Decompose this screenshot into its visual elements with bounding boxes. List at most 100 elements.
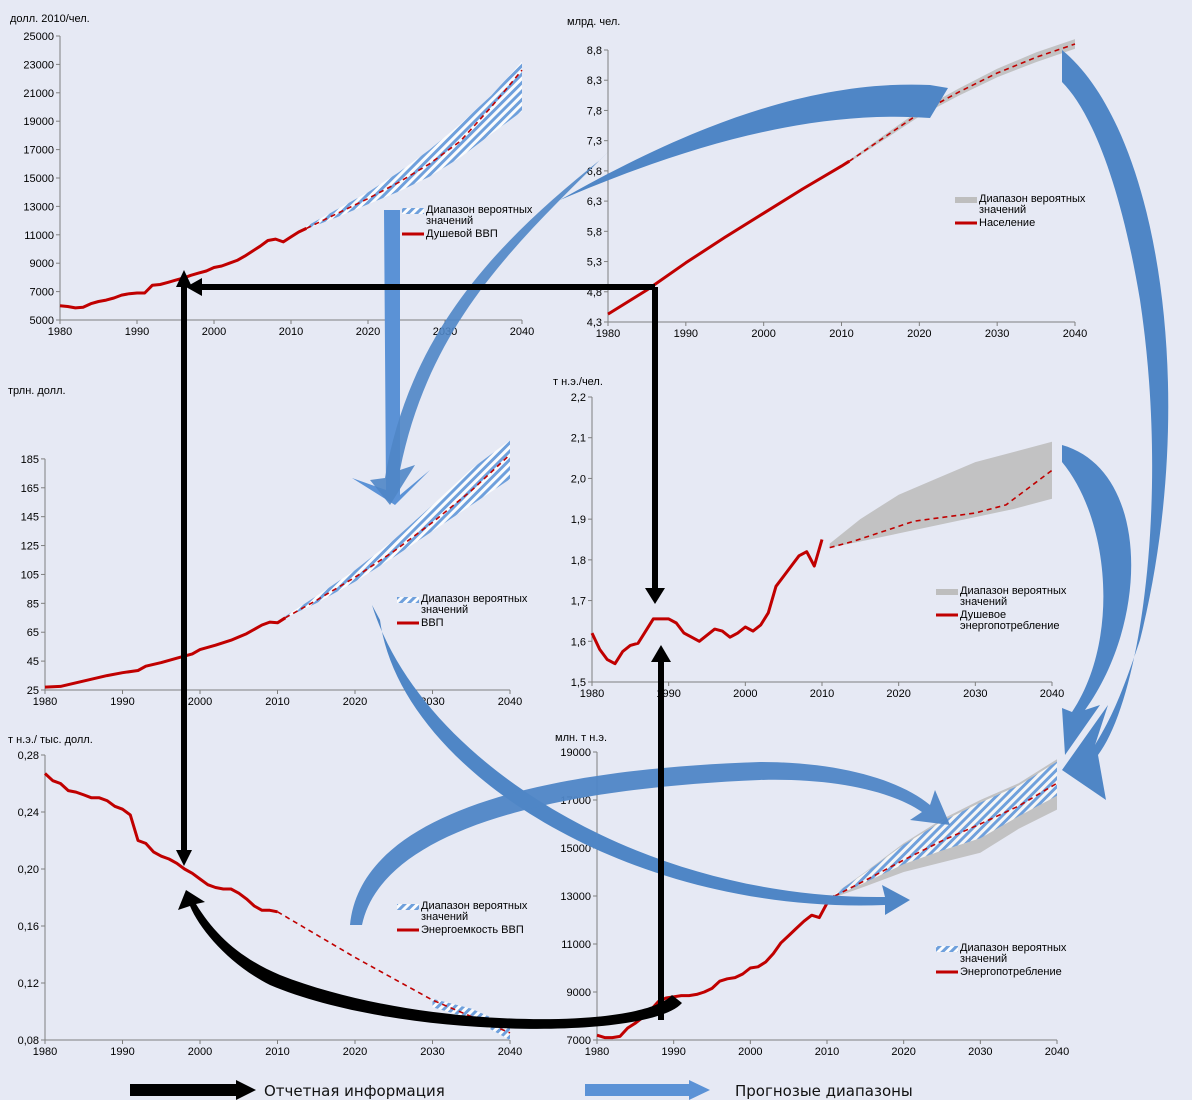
gdp-legend-range-label: Диапазон вероятных [421,593,528,605]
energy-intensity-x-tick-label: 2040 [498,1046,522,1058]
gdp-per-capita-x-tick-label: 2040 [510,326,534,338]
energy-per-capita-unit-label: т н.э./чел. [553,376,603,388]
population-x-tick-label: 2040 [1063,328,1087,340]
forecast-arrow-population-to-gdppc [560,84,948,200]
reported-legend-arrow-shaft [130,1084,238,1096]
bottom-legend: Отчетная информация Прогнозые диапазоны [130,1080,913,1100]
reported-legend-arrow-head [236,1080,256,1100]
population-x-tick-label: 1990 [674,328,698,340]
energy-consumption-y-tick-label: 19000 [560,747,591,759]
energy-intensity-x-tick-label: 2010 [265,1046,289,1058]
gdp-per-capita-legend-range-swatch [402,208,424,214]
forecast-arrow-population-to-gdp [370,150,610,505]
gdp-unit-label: трлн. долл. [8,385,66,397]
gdp-y-tick-label: 145 [21,512,39,524]
forecast-legend-arrow-head [689,1080,710,1100]
energy-intensity-x-tick-label: 2000 [188,1046,212,1058]
population-unit-label: млрд. чел. [567,16,620,28]
energy-per-capita-y-tick-label: 1,9 [571,514,586,526]
energy-intensity-legend: Диапазон вероятныхзначенийЭнергоемкость … [397,900,528,936]
chart-gdp: трлн. долл. 25 45 65 85 105 125 145 165 185 1980 19… [8,385,528,708]
gdp-per-capita-x-tick-label: 1990 [125,326,149,338]
energy-consumption-range-band-hatch [834,761,1057,897]
energy-per-capita-x-tick-label: 2010 [810,688,834,700]
gdp-per-capita-y-tick-label: 9000 [30,258,54,270]
energy-consumption-legend: Диапазон вероятныхзначенийЭнергопотребле… [936,942,1067,978]
population-legend-range-label: Диапазон вероятных [979,193,1086,205]
population-x-tick-label: 1980 [596,328,620,340]
energy-per-capita-y-tick-label: 1,8 [571,555,586,567]
energy-consumption-unit-label: млн. т н.э. [555,732,607,744]
energy-intensity-y-tick-label: 0,08 [18,1035,39,1047]
energy-per-capita-x-tick-label: 2040 [1040,688,1064,700]
reported-legend-label: Отчетная информация [264,1082,445,1100]
chart-population: млрд. чел.4,34,85,35,86,36,87,37,88,38,8… [567,16,1087,340]
reported-flow-arrows [176,270,682,1029]
reported-arrowhead-down-energy [645,588,665,604]
energy-per-capita-legend: Диапазон вероятныхзначенийДушевоеэнергоп… [936,585,1067,632]
reported-arrowhead-up-gdppc [176,270,192,287]
energy-per-capita-range-band-gray [829,441,1052,548]
forecast-arrow-intensity-to-consumption [350,762,950,925]
gdp-per-capita-legend-series-label: Душевой ВВП [426,228,498,240]
gdp-per-capita-y-tick-label: 25000 [23,31,54,43]
energy-consumption-x-tick-label: 2020 [891,1046,915,1058]
population-x-tick-label: 2020 [907,328,931,340]
gdp-per-capita-y-tick-label: 7000 [30,287,54,299]
energy-per-capita-x-tick-label: 2020 [886,688,910,700]
gdp-y-tick-label: 65 [27,627,39,639]
forecast-arrow-gdppc-to-gdp [352,210,430,505]
gdp-per-capita-y-tick-label: 15000 [23,173,54,185]
energy-intensity-y-tick-label: 0,24 [18,807,39,819]
population-y-tick-label: 6,3 [587,196,602,208]
energy-intensity-legend-series-label: Энергоемкость ВВП [421,924,524,936]
energy-per-capita-actual-line [590,539,824,666]
gdp-y-tick-label: 185 [21,454,39,466]
energy-per-capita-y-tick-label: 2,1 [571,433,586,445]
population-x-tick-label: 2000 [751,328,775,340]
energy-consumption-y-tick-label: 9000 [567,987,591,999]
energy-intensity-y-tick-label: 0,28 [18,750,39,762]
energy-consumption-y-tick-label: 13000 [560,891,591,903]
gdp-x-tick-label: 1980 [33,696,57,708]
gdp-per-capita-y-tick-label: 21000 [23,88,54,100]
population-y-tick-label: 7,3 [587,136,602,148]
gdp-y-tick-label: 25 [27,685,39,697]
energy-consumption-x-tick-label: 1980 [585,1046,609,1058]
reported-curve-consumption-to-intensity [178,890,682,1029]
energy-consumption-x-tick-label: 2010 [815,1046,839,1058]
gdp-x-tick-label: 2040 [498,696,522,708]
energy-intensity-unit-label: т н.э./ тыс. долл. [8,734,93,746]
population-y-tick-label: 8,3 [587,75,602,87]
gdp-per-capita-y-tick-label: 19000 [23,116,54,128]
energy-intensity-x-tick-label: 1990 [110,1046,134,1058]
forecast-arrow-gdp-to-consumption [372,605,910,915]
gdp-per-capita-legend-range-label-2: значений [426,215,473,227]
energy-per-capita-y-tick-label: 2,0 [571,473,586,485]
population-y-tick-label: 6,8 [587,166,602,178]
gdp-per-capita-y-tick-label: 23000 [23,59,54,71]
energy-intensity-x-tick-label: 2020 [343,1046,367,1058]
population-forecast-line [848,43,1076,162]
population-y-tick-label: 7,8 [587,105,602,117]
energy-per-capita-y-tick-label: 2,2 [571,392,586,404]
energy-consumption-legend-range-label: Диапазон вероятных [960,942,1067,954]
energy-per-capita-legend-range-label: Диапазон вероятных [960,585,1067,597]
energy-per-capita-legend-range-label-2: значений [960,596,1007,608]
gdp-legend-series-label: ВВП [421,617,444,629]
reported-arrowhead-down-intensity [176,850,192,866]
energy-per-capita-y-tick-label: 1,6 [571,636,586,648]
energy-consumption-y-tick-label: 7000 [567,1035,591,1047]
energy-intensity-y-tick-label: 0,20 [18,864,39,876]
energy-intensity-actual-line [43,772,278,914]
chart-gdp-per-capita: долл. 2010/чел. 5000 7000 9000 11000 13000 150… [10,13,534,338]
energy-consumption-legend-range-label-2: значений [960,953,1007,965]
energy-intensity-legend-range-label-2: значений [421,911,468,923]
energy-consumption-legend-series-label: Энергопотребление [960,966,1062,978]
gdp-y-tick-label: 85 [27,598,39,610]
gdp-per-capita-x-tick-label: 2000 [202,326,226,338]
energy-per-capita-legend-series-label-2: энергопотребление [960,620,1059,632]
